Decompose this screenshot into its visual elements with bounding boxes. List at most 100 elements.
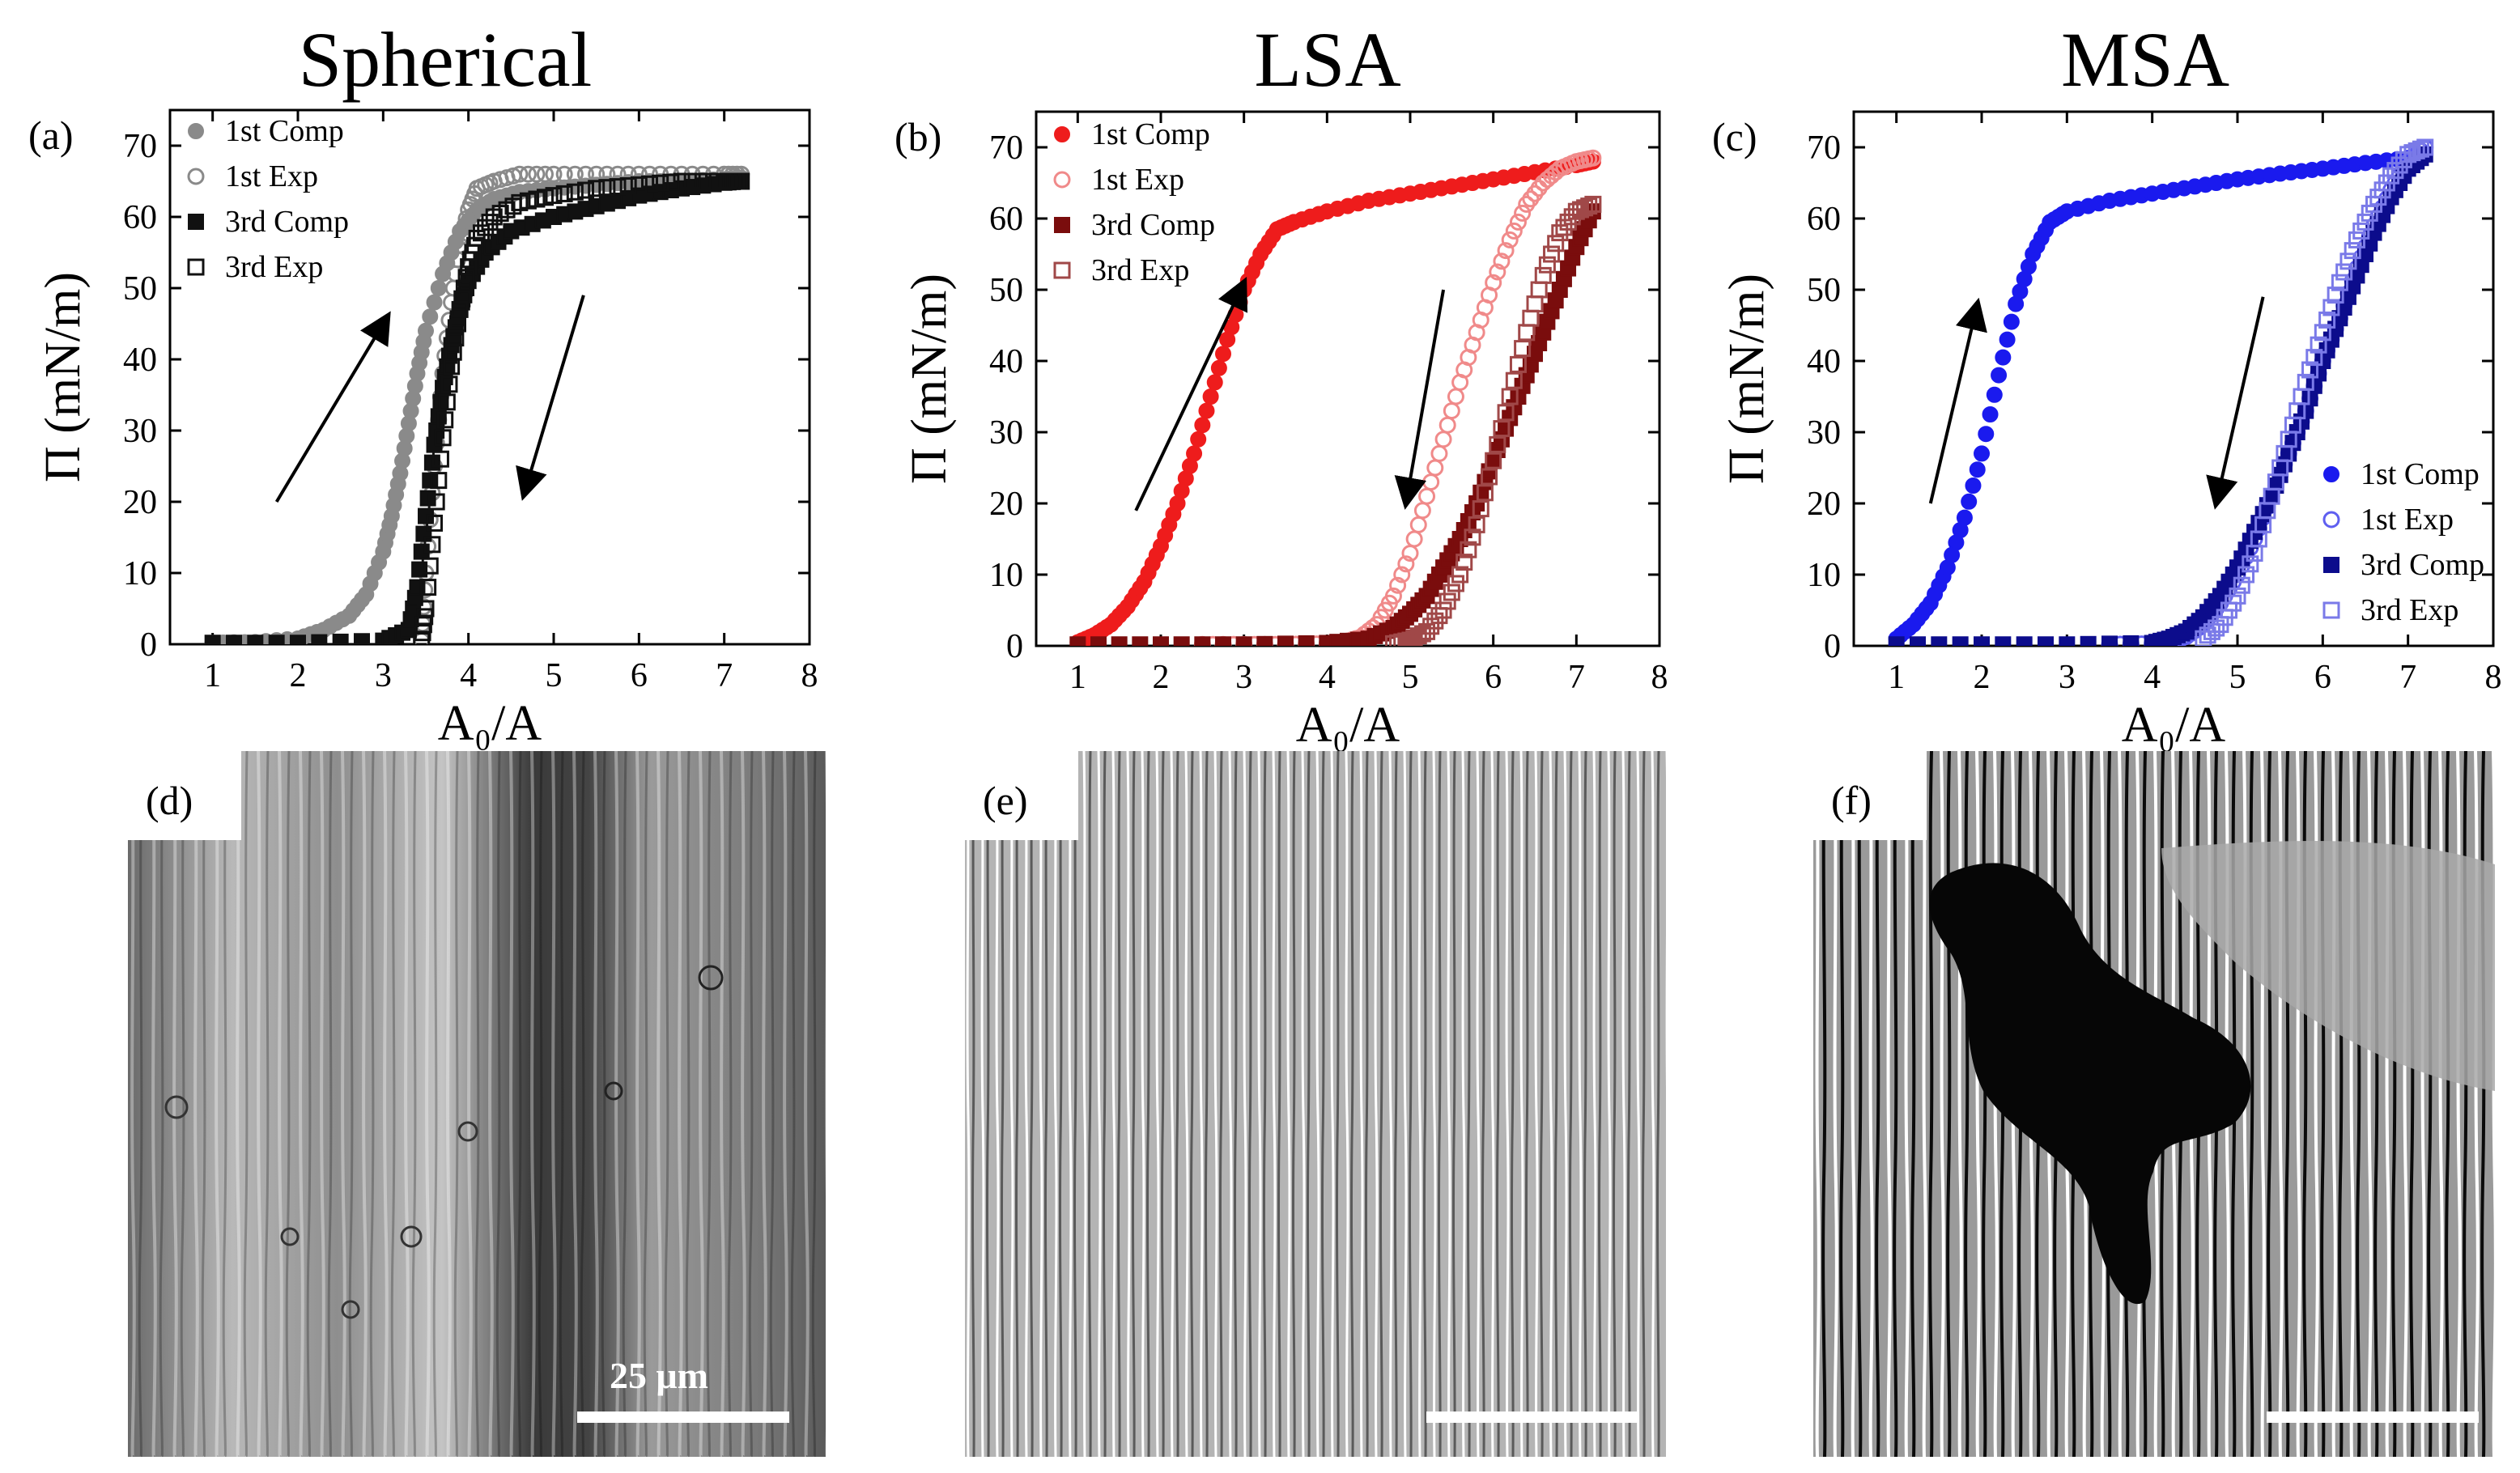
y-tick-label: 40 xyxy=(1807,343,1841,380)
x-tick-label: 6 xyxy=(1485,659,1502,696)
legend-entry: 3rd Comp xyxy=(225,205,349,239)
data-point xyxy=(411,561,428,578)
y-tick-label: 70 xyxy=(123,128,157,165)
data-point xyxy=(1489,435,1506,453)
data-point xyxy=(2003,313,2020,330)
y-tick-label: 10 xyxy=(123,555,157,592)
data-point xyxy=(418,322,434,339)
x-tick-label: 3 xyxy=(2059,659,2076,696)
y-tick-label: 60 xyxy=(989,201,1023,238)
data-point xyxy=(455,219,473,236)
legend-marker xyxy=(187,168,205,185)
data-point xyxy=(705,172,722,190)
data-point xyxy=(2331,274,2348,291)
legend-marker xyxy=(2323,557,2339,573)
x-tick-label: 7 xyxy=(1568,659,1585,696)
legend-marker xyxy=(188,123,204,139)
data-point xyxy=(1422,473,1440,491)
direction-arrow xyxy=(516,295,585,501)
data-point xyxy=(1393,566,1411,584)
data-point xyxy=(438,393,456,411)
x-tick-label: 7 xyxy=(716,657,733,694)
plot-frame xyxy=(168,108,811,646)
data-point xyxy=(443,358,461,376)
data-point xyxy=(409,579,426,596)
x-tick-label: 5 xyxy=(546,657,563,694)
data-point xyxy=(662,173,680,191)
data-point xyxy=(545,165,563,183)
data-point xyxy=(1481,468,1498,486)
data-point xyxy=(555,165,573,183)
data-point xyxy=(481,214,499,231)
scale-bar-d xyxy=(577,1411,789,1423)
data-point xyxy=(2038,636,2054,646)
y-tick-label: 0 xyxy=(1824,628,1841,665)
data-point xyxy=(1910,636,1926,646)
x-tick-label: 5 xyxy=(2229,659,2246,696)
micrograph-d-image xyxy=(128,751,826,1457)
x-tick-label: 7 xyxy=(2399,659,2416,696)
panel-label-d: (d) xyxy=(146,778,193,823)
y-tick-label: 40 xyxy=(123,342,157,379)
data-point xyxy=(1995,636,2012,646)
data-point xyxy=(1389,576,1407,594)
legend-marker xyxy=(1053,171,1071,189)
data-point xyxy=(1111,636,1128,646)
data-point xyxy=(1132,636,1149,646)
x-axis-label: A₀/A xyxy=(438,696,542,751)
legend-marker xyxy=(1054,126,1070,142)
legend-marker xyxy=(1053,261,1071,279)
data-point xyxy=(1434,431,1452,448)
y-tick-label: 30 xyxy=(989,414,1023,452)
y-tick-label: 30 xyxy=(1807,414,1841,452)
direction-arrow xyxy=(274,311,391,503)
data-point xyxy=(2242,555,2259,573)
data-point xyxy=(2101,635,2118,646)
data-point xyxy=(1464,528,1481,546)
data-point xyxy=(1931,636,1948,646)
data-point xyxy=(566,183,584,201)
x-tick-label: 5 xyxy=(1402,659,1419,696)
x-tick-label: 4 xyxy=(460,657,477,694)
chart-a-spherical: 1 2 3 4 5 6 7 8 0 10 20 30 40 50 60 70 A₀/A Π (mN/m) (a) 1s… xyxy=(28,108,818,751)
data-point xyxy=(1443,584,1460,601)
data-point xyxy=(1413,502,1431,520)
data-point xyxy=(1991,367,2008,384)
scale-bar-e xyxy=(1426,1411,1638,1423)
data-point xyxy=(694,172,712,190)
data-point xyxy=(545,187,563,205)
data-point xyxy=(311,634,328,644)
data-point xyxy=(2327,287,2344,304)
data-point xyxy=(2199,626,2216,644)
legend: 1st Comp 1st Exp 3rd Comp 3rd Exp xyxy=(2322,457,2484,627)
data-point xyxy=(2310,336,2327,354)
data-point xyxy=(457,269,475,287)
x-tick-label: 6 xyxy=(2314,659,2331,696)
data-point xyxy=(1514,204,1532,222)
series-3rd-comp xyxy=(1888,146,2433,646)
legend-entry: 3rd Exp xyxy=(2361,593,2458,627)
data-point xyxy=(1888,636,1905,646)
data-point xyxy=(1551,224,1569,242)
data-point xyxy=(290,635,306,644)
data-point xyxy=(555,185,573,202)
micrograph-e: (e) xyxy=(965,751,1666,1457)
data-point xyxy=(2016,636,2033,646)
data-point xyxy=(1409,516,1427,533)
x-tick-label: 1 xyxy=(204,657,221,694)
data-point xyxy=(2305,349,2323,367)
data-point xyxy=(1538,256,1556,274)
data-point xyxy=(630,165,648,183)
data-point xyxy=(460,201,478,219)
data-point xyxy=(1090,636,1107,646)
data-point xyxy=(641,165,658,183)
x-tick-label: 2 xyxy=(1153,659,1170,696)
y-tick-label: 50 xyxy=(989,272,1023,309)
panel-label-e: (e) xyxy=(983,778,1028,823)
data-point xyxy=(652,174,669,192)
data-point xyxy=(609,165,627,183)
data-point xyxy=(477,219,495,236)
data-point xyxy=(528,165,546,183)
data-point xyxy=(641,175,658,193)
data-point xyxy=(430,280,447,296)
